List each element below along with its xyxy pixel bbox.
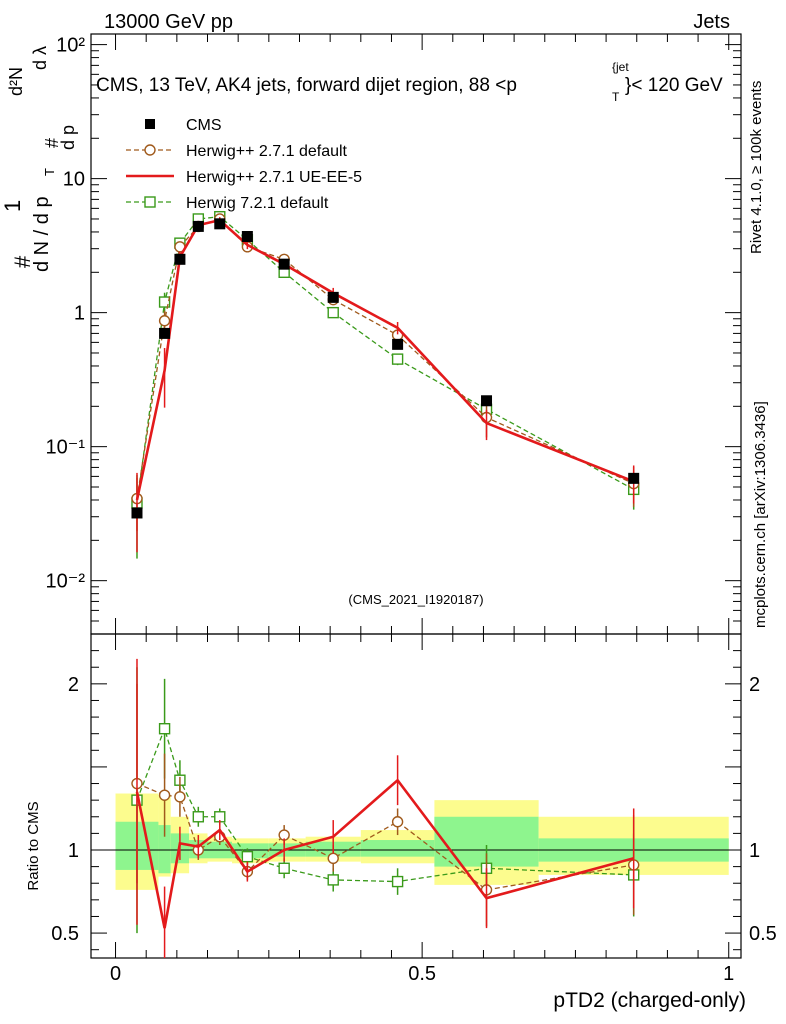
ratio-y-tick-label-right: 1 — [749, 840, 760, 862]
plot-title-sup: {jet — [612, 60, 629, 74]
ratio-marker-h271 — [327, 852, 339, 865]
data-point-cms — [131, 507, 143, 519]
data-point-cms — [174, 253, 186, 265]
ratio-marker-h271 — [158, 789, 171, 801]
header-right: Jets — [693, 11, 730, 33]
ylabel-hash-1: # — [10, 255, 35, 268]
y-tick-label: 10² — [56, 35, 85, 57]
ratio-marker-h271 — [174, 791, 186, 803]
plot-title-sub: T — [612, 90, 620, 104]
ylabel-dpt: d p — [58, 125, 78, 150]
data-point-cms — [278, 258, 290, 270]
ratio-y-tick-label-right: 2 — [749, 674, 760, 696]
plot-title-main: CMS, 13 TeV, AK4 jets, forward dijet reg… — [96, 75, 517, 96]
legend: CMS Herwig++ 2.7.1 default Herwig++ 2.7.1 … — [126, 117, 362, 212]
x-axis-label: pTD2 (charged-only) — [553, 989, 746, 1012]
data-series — [131, 210, 640, 958]
data-point-cms — [481, 395, 493, 407]
marker-h271 — [158, 315, 171, 327]
ratio-y-tick-label-right: 0.5 — [749, 923, 777, 945]
x-tick-label: 1 — [723, 963, 734, 985]
main-ylabel: # 1 d N / d p T # d²N d p d λ — [0, 46, 78, 272]
data-point-cms — [241, 230, 253, 242]
marker-h721 — [158, 296, 171, 308]
ylabel-den: d N / d p — [31, 196, 53, 272]
y-tick-label: 10⁻¹ — [46, 437, 86, 459]
ratio-y-tick-label: 0.5 — [51, 923, 79, 945]
plot-title: CMS, 13 TeV, AK4 jets, forward dijet reg… — [96, 60, 723, 104]
marker-h721 — [327, 306, 339, 319]
data-point-cms — [392, 338, 404, 350]
ratio-marker-h721 — [241, 850, 254, 863]
ratio-marker-h721 — [278, 862, 290, 874]
data-point-cms — [628, 472, 640, 484]
ylabel-hash-2: # — [42, 138, 62, 148]
axes-frames — [90, 33, 742, 959]
analysis-label: (CMS_2021_I1920187) — [348, 592, 483, 607]
ratio-band-inner — [232, 843, 269, 859]
legend-marker-h721 — [144, 196, 156, 208]
header-left: 13000 GeV pp — [104, 11, 233, 33]
ratio-band-inner — [360, 840, 435, 857]
ratio-marker-h721 — [327, 874, 339, 886]
side-label-rivet: Rivet 4.1.0, ≥ 100k events — [748, 81, 765, 254]
ratio-band-inner — [158, 825, 171, 874]
ratio-marker-h721 — [391, 875, 404, 888]
ylabel-dl: d λ — [30, 46, 50, 70]
legend-label: Herwig++ 2.7.1 default — [186, 143, 348, 160]
x-tick-label: 0.5 — [408, 963, 436, 985]
ratio-plot-frame — [90, 633, 742, 959]
series-line-h271 — [136, 218, 634, 499]
axis-ticks: 0 0.5 1 10⁻² 10⁻¹ 1 10 10² 0.5 0.5 1 1 2 2 — [46, 34, 777, 985]
ylabel-num: 1 — [0, 200, 25, 212]
side-label-mcplots: mcplots.cern.ch [arXiv:1306.3436] — [752, 401, 769, 628]
marker-h721 — [391, 353, 404, 365]
y-tick-label: 10 — [63, 169, 85, 191]
ylabel-d2n: d²N — [6, 67, 26, 96]
legend-marker-data — [145, 119, 155, 129]
legend-label: Herwig 7.2.1 default — [186, 195, 329, 212]
data-point-cms — [214, 218, 226, 230]
plot-title-end: }< 120 GeV — [625, 75, 723, 96]
data-point-cms — [192, 220, 204, 232]
ylabel-den-sub: T — [42, 168, 57, 176]
ratio-uncertainty-bands — [91, 793, 741, 890]
legend-marker-h271 — [144, 144, 156, 156]
ratio-marker-h721 — [158, 723, 171, 735]
y-tick-label: 10⁻² — [46, 571, 86, 593]
ratio-marker-h271 — [391, 816, 404, 828]
ratio-marker-h721 — [192, 811, 205, 823]
ratio-y-tick-label: 1 — [68, 840, 79, 862]
ratio-ylabel: Ratio to CMS — [25, 801, 42, 890]
y-tick-label: 1 — [74, 303, 85, 325]
series-line-h721 — [136, 216, 634, 504]
legend-label: CMS — [186, 117, 222, 134]
x-tick-label: 0 — [110, 963, 121, 985]
legend-label: Herwig++ 2.7.1 UE-EE-5 — [186, 169, 362, 186]
data-point-cms — [327, 291, 339, 303]
series-line-ueee5 — [135, 218, 635, 501]
data-point-cms — [159, 327, 171, 339]
ratio-y-tick-label: 2 — [68, 674, 79, 696]
